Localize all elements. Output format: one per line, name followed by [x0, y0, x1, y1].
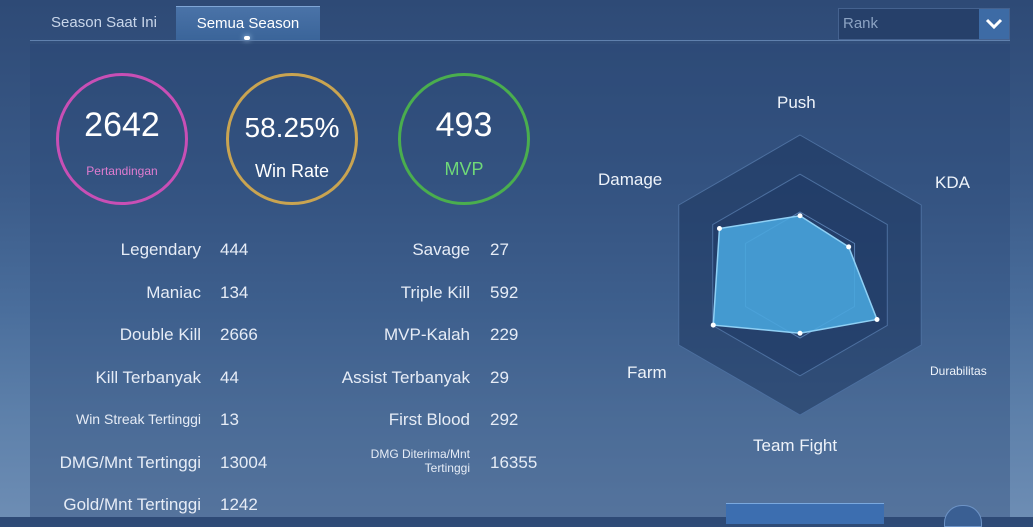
- tab-current-season[interactable]: Season Saat Ini: [51, 14, 157, 31]
- mvp-label: MVP: [444, 159, 484, 179]
- win-rate-ring: 58.25% Win Rate: [226, 73, 358, 205]
- matches-label: Pertandingan: [86, 164, 158, 178]
- radar-label-team-fight: Team Fight: [753, 436, 838, 455]
- stat-value-savage: 27: [490, 240, 509, 259]
- stat-value-legendary: 444: [220, 240, 249, 259]
- stat-value-win-streak: 13: [220, 410, 239, 429]
- stat-value-most-assists: 29: [490, 368, 509, 387]
- stat-label-triple-kill: Triple Kill: [400, 283, 470, 302]
- stat-value-maniac: 134: [220, 283, 249, 302]
- stat-value-gold-per-min: 1242: [220, 495, 258, 514]
- radar-label-farm: Farm: [627, 363, 667, 382]
- stat-value-mvp-lose: 229: [490, 325, 519, 344]
- tab-divider: [30, 40, 1010, 41]
- stat-value-dmg-per-min: 13004: [220, 453, 268, 472]
- active-tab-indicator: [244, 36, 250, 40]
- stat-label-maniac: Maniac: [146, 283, 201, 302]
- stat-label-double-kill: Double Kill: [119, 325, 201, 344]
- stat-value-most-kills: 44: [220, 368, 239, 387]
- tab-all-seasons-label: Semua Season: [196, 15, 300, 32]
- win-rate-value: 58.25%: [244, 112, 340, 143]
- win-rate-label: Win Rate: [254, 161, 330, 181]
- stat-label-gold-per-min: Gold/Mnt Tertinggi: [63, 495, 201, 514]
- stat-label-first-blood: First Blood: [388, 410, 470, 429]
- radar-label-damage: Damage: [598, 170, 663, 189]
- stat-label-most-assists: Assist Terbanyak: [341, 368, 470, 387]
- stat-label-dmg-per-min: DMG/Mnt Tertinggi: [59, 453, 201, 472]
- stat-label-mvp-lose: MVP-Kalah: [384, 325, 470, 344]
- matches-ring: 2642 Pertandingan: [56, 73, 188, 205]
- tab-all-seasons[interactable]: Semua Season: [176, 6, 320, 41]
- mvp-value: 493: [435, 106, 493, 144]
- chevron-down-icon[interactable]: [979, 9, 1009, 39]
- mode-dropdown[interactable]: Rank: [838, 8, 1010, 40]
- radar-label-push: Push: [777, 93, 816, 112]
- top-bar: Season Saat Ini Semua Season Rank: [0, 0, 1033, 44]
- stat-label-legendary: Legendary: [120, 240, 201, 259]
- stat-label-win-streak: Win Streak Tertinggi: [75, 411, 201, 427]
- stat-value-triple-kill: 592: [490, 283, 519, 302]
- stat-label-most-kills: Kill Terbanyak: [95, 368, 201, 387]
- stat-label-savage: Savage: [412, 240, 470, 259]
- mode-dropdown-value: Rank: [843, 15, 879, 32]
- radar-label-kda: KDA: [935, 173, 970, 192]
- stat-value-double-kill: 2666: [220, 325, 258, 344]
- stat-value-first-blood: 292: [490, 410, 519, 429]
- mvp-ring: 493 MVP: [398, 73, 530, 205]
- bottom-action-button[interactable]: [726, 503, 884, 524]
- radar-label-durability: Durabilitas: [930, 364, 987, 378]
- stat-value-dmg-taken-per-min: 16355: [490, 453, 538, 472]
- stat-label-dmg-taken-per-min: DMG Diterima/Mnt Tertinggi: [370, 447, 470, 475]
- matches-value: 2642: [84, 106, 160, 144]
